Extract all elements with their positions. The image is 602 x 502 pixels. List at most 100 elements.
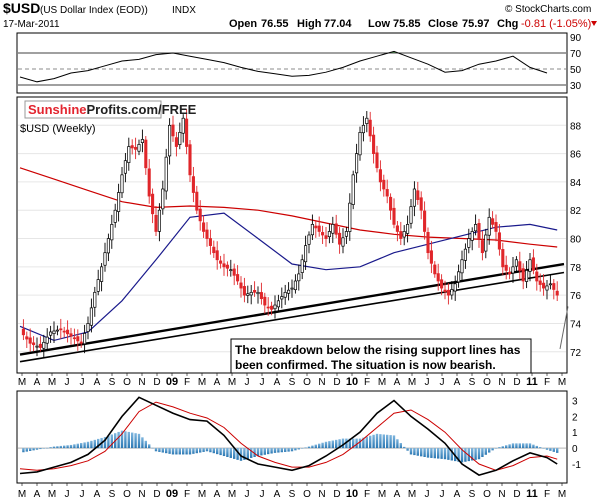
candle-body (480, 240, 484, 254)
candle-body (389, 196, 393, 211)
candle-body (314, 225, 318, 229)
macd-histogram-bar (49, 447, 52, 449)
macd-histogram-bar (270, 448, 273, 454)
candle-body (110, 224, 114, 241)
x-tick-label: A (274, 377, 281, 388)
macd-histogram-bar (484, 448, 487, 455)
macd-histogram-bar (188, 448, 192, 455)
support-line (19, 262, 565, 356)
macd-histogram-bar (457, 448, 460, 462)
macd-histogram-bar (168, 448, 171, 454)
macd-histogram-bar (358, 438, 362, 449)
candle-body (117, 192, 121, 212)
macd-histogram-bar (406, 448, 409, 451)
candle-body (137, 144, 141, 152)
macd-histogram-bar (260, 448, 263, 456)
x-tick-label: F (364, 377, 370, 388)
x-tick-label: A (274, 489, 281, 500)
x-tick-label: J (260, 489, 265, 500)
macd-histogram-bar (256, 448, 260, 457)
candle-body (433, 264, 437, 275)
macd-histogram-bar (355, 438, 358, 449)
candle-body (283, 291, 287, 298)
x-tick-label: M (558, 377, 566, 388)
macd-histogram-bar (426, 448, 430, 458)
candle-body (436, 273, 440, 282)
x-tick-label: F (544, 489, 550, 500)
x-tick-label: 11 (526, 488, 538, 500)
macd-histogram-bar (440, 448, 443, 459)
candle-body (198, 208, 202, 222)
macd-tick-label: -1 (572, 460, 581, 471)
price-tick-label: 86 (570, 150, 582, 161)
x-tick-label: S (289, 377, 296, 388)
macd-histogram-bar (229, 448, 232, 458)
candle-body (276, 300, 280, 308)
candle-body (392, 207, 396, 225)
candle-body (423, 210, 427, 232)
candle-body (222, 263, 226, 268)
candle-body (120, 174, 124, 194)
macd-histogram-bar (341, 438, 345, 449)
x-tick-label: 10 (346, 488, 358, 500)
x-tick-label: A (34, 377, 41, 388)
candle-body (66, 329, 70, 335)
macd-histogram-bar (63, 445, 66, 449)
macd-panel-frame (16, 390, 568, 484)
macd-histogram-bar (154, 448, 158, 452)
macd-histogram-bar (338, 439, 341, 449)
macd-histogram-bar (131, 432, 134, 449)
price-tick-label: 84 (570, 178, 582, 189)
candle-body (440, 279, 444, 289)
x-tick-label: M (558, 489, 566, 500)
macd-histogram-bar (477, 448, 481, 460)
candle-body (144, 139, 148, 169)
x-tick-label: M (198, 377, 206, 388)
macd-histogram-bar (501, 446, 504, 449)
macd-histogram-bar (416, 448, 419, 456)
candle-body (542, 282, 546, 289)
macd-histogram-bar (352, 438, 355, 449)
macd-histogram-bar (185, 448, 188, 455)
candle-body (215, 250, 219, 261)
candle-body (497, 232, 501, 250)
macd-histogram-bar (433, 448, 436, 459)
candle-body (494, 222, 498, 232)
macd-histogram-bar (464, 448, 467, 462)
candle-body (491, 218, 495, 225)
macd-histogram-bar (307, 446, 311, 449)
candle-body (178, 132, 182, 145)
instrument-name: (US Dollar Index (EOD)) (40, 5, 148, 16)
candle-body (467, 238, 471, 248)
macd-histogram-bar (535, 445, 538, 449)
candle-body (147, 168, 151, 197)
candle-body (552, 283, 556, 290)
x-tick-label: O (123, 377, 131, 388)
x-tick-label: J (260, 377, 265, 388)
candle-body (106, 238, 110, 254)
macd-histogram-bar (556, 448, 559, 453)
rsi-tick-label: 30 (570, 81, 582, 92)
x-tick-label: M (18, 489, 26, 500)
x-tick-label: J (425, 377, 430, 388)
x-tick-label: S (109, 489, 116, 500)
annotation-line-2: been confirmed. The situation is now bea… (235, 358, 496, 372)
candle-body (229, 269, 233, 272)
candle-body (450, 289, 454, 296)
x-tick-label: A (34, 489, 41, 500)
macd-histogram-bar (29, 448, 32, 451)
macd-histogram-bar (209, 448, 212, 453)
macd-histogram-bar (175, 448, 178, 455)
candle-body (511, 266, 515, 274)
candle-body (443, 289, 447, 292)
macd-histogram-bar (182, 448, 185, 455)
candle-body (348, 202, 352, 232)
x-tick-label: A (454, 377, 461, 388)
macd-histogram-bar (447, 448, 450, 460)
macd-histogram-bar (515, 443, 518, 449)
macd-histogram-bar (301, 448, 304, 449)
x-tick-label: N (138, 489, 145, 500)
macd-histogram-bar (141, 437, 144, 449)
macd-histogram-bar (124, 431, 127, 449)
candle-body (161, 188, 165, 210)
